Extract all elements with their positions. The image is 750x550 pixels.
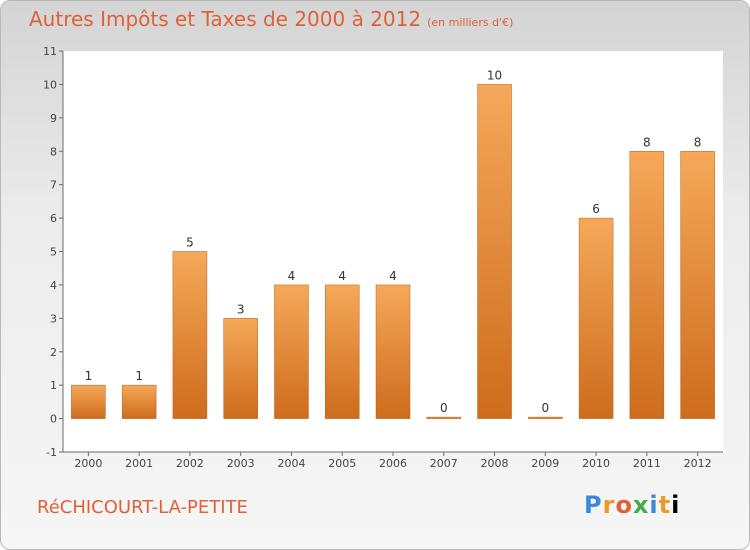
chart-unit: (en milliers d'€) — [427, 16, 514, 29]
y-tick-label: 7 — [50, 179, 57, 192]
y-tick-label: 5 — [50, 246, 57, 259]
y-tick-label: -1 — [46, 446, 57, 459]
bar-2006 — [375, 284, 411, 419]
x-tick-label: 2001 — [125, 457, 153, 470]
bar-2009 — [528, 416, 563, 419]
data-label-2009: 0 — [541, 401, 549, 415]
x-tick-label: 2009 — [531, 457, 559, 470]
x-tick-label: 2006 — [379, 457, 407, 470]
y-tick-label: 8 — [50, 145, 57, 158]
bar-2005 — [324, 284, 360, 419]
y-tick-label: 10 — [43, 78, 57, 91]
chart-title-text: Autres Impôts et Taxes de 2000 à 2012 — [29, 7, 422, 31]
y-tick-label: 11 — [43, 45, 57, 58]
y-tick-label: 4 — [50, 279, 57, 292]
y-tick-label: 9 — [50, 112, 57, 125]
x-tick-label: 2007 — [430, 457, 458, 470]
x-tick-label: 2002 — [176, 457, 204, 470]
x-tick-label: 2011 — [633, 457, 661, 470]
y-tick-label: 3 — [50, 312, 57, 325]
bar-2011 — [629, 151, 665, 419]
data-label-2011: 8 — [643, 135, 651, 149]
data-label-2012: 8 — [694, 135, 702, 149]
x-tick-label: 2010 — [582, 457, 610, 470]
y-tick-label: 0 — [50, 413, 57, 426]
x-tick-label: 2000 — [74, 457, 102, 470]
x-tick-label: 2003 — [227, 457, 255, 470]
data-label-2007: 0 — [440, 401, 448, 415]
commune-name: RéCHICOURT-LA-PETITE — [37, 497, 248, 518]
bar-2008 — [477, 84, 512, 419]
bar-2001 — [121, 384, 157, 419]
bar-2000 — [71, 384, 106, 419]
bar-2003 — [223, 318, 258, 419]
data-label-2010: 6 — [592, 202, 600, 216]
x-tick-label: 2004 — [277, 457, 305, 470]
y-tick-label: 6 — [50, 212, 57, 225]
data-label-2006: 4 — [389, 269, 397, 283]
data-label-2004: 4 — [288, 269, 296, 283]
chart-title: Autres Impôts et Taxes de 2000 à 2012 (en… — [29, 7, 513, 31]
bar-2012 — [680, 151, 715, 419]
y-tick-label: 1 — [50, 379, 57, 392]
data-label-2003: 3 — [237, 302, 245, 316]
bar-2004 — [274, 284, 309, 419]
data-label-2001: 1 — [135, 369, 143, 383]
y-tick-label: 2 — [50, 346, 57, 359]
bar-2010 — [578, 217, 614, 419]
data-label-2008: 10 — [487, 68, 502, 82]
x-tick-label: 2005 — [328, 457, 356, 470]
bar-2007 — [426, 416, 462, 419]
bar-2002 — [172, 251, 208, 419]
data-label-2000: 1 — [85, 369, 93, 383]
x-tick-label: 2012 — [684, 457, 712, 470]
x-tick-label: 2008 — [481, 457, 509, 470]
data-label-2002: 5 — [186, 236, 194, 250]
data-label-2005: 4 — [338, 269, 346, 283]
proxiti-logo: Proxiti — [584, 491, 681, 519]
